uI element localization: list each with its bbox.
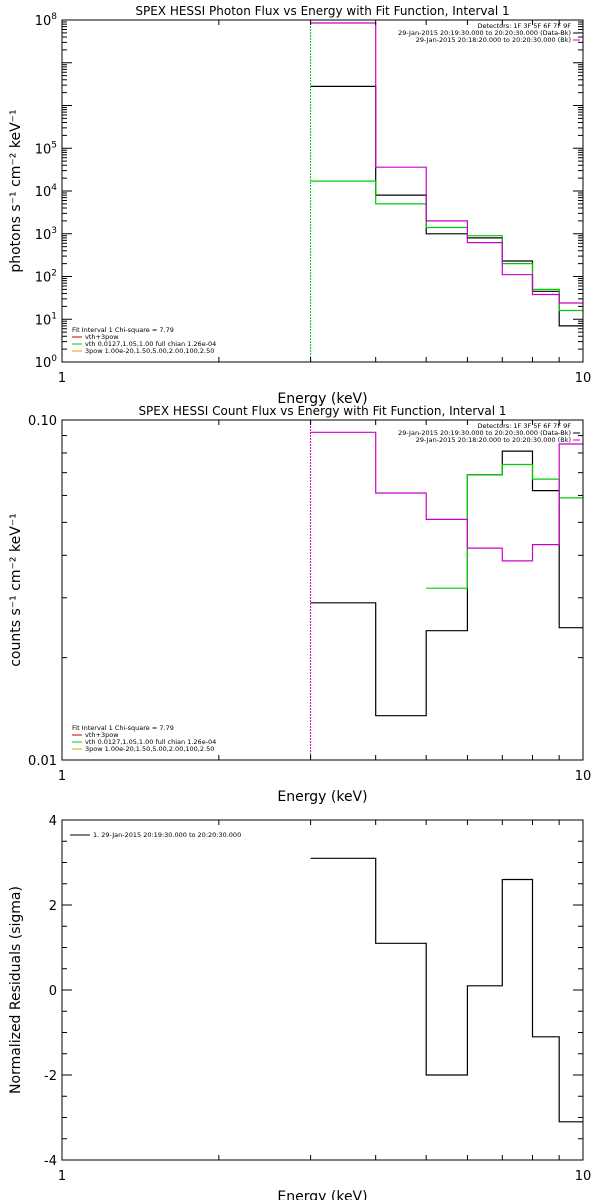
x-tick-label: 10 <box>575 769 592 784</box>
y-tick-label: 0 <box>49 984 57 999</box>
y-tick-base: 10 <box>35 142 52 157</box>
legend-fit-text: Fit Interval 1 Chi-square = 7.79 <box>72 326 174 334</box>
x-axis-label: Energy (keV) <box>277 789 367 805</box>
y-tick-base: 10 <box>35 356 52 371</box>
y-tick-label: -4 <box>44 1154 57 1169</box>
y-tick-label: 2 <box>49 899 57 914</box>
header-line: Detectors: 1F 3F 5F 6F 7F 9F <box>477 422 571 430</box>
y-tick-label: 103 <box>35 226 57 243</box>
x-tick-label: 1 <box>58 371 66 386</box>
x-axis-label: Energy (keV) <box>277 1189 367 1200</box>
y-tick-label: 105 <box>35 140 57 157</box>
series-1-step-line <box>310 450 583 717</box>
y-tick-base: 10 <box>35 185 52 200</box>
legend-item-text: 1. 29-Jan-2015 20:19:30.000 to 20:20:30.… <box>93 831 241 839</box>
y-tick-label: 104 <box>35 183 58 200</box>
y-tick-base: 10 <box>35 271 52 286</box>
x-tick-label: 1 <box>58 769 66 784</box>
plot-frame <box>61 19 584 363</box>
y-tick-base: 10 <box>35 228 52 243</box>
y-tick-label: 100 <box>35 354 58 371</box>
x-axis-label: Energy (keV) <box>277 391 367 407</box>
y-axis-label: counts s⁻¹ cm⁻² keV⁻¹ <box>8 513 24 667</box>
y-tick-base: 10 <box>35 14 52 29</box>
y-tick-exponent: 8 <box>51 12 57 22</box>
y-tick-base: 10 <box>35 313 52 328</box>
y-tick-label: 0.01 <box>28 754 57 769</box>
plot-frame <box>61 819 584 1161</box>
y-tick-exponent: 0 <box>51 354 57 364</box>
y-tick-exponent: 4 <box>51 183 57 193</box>
y-tick-exponent: 2 <box>51 269 57 279</box>
series-3-step-line <box>310 431 583 562</box>
header-line: 29-Jan-2015 20:19:30.000 to 20:20:30.000… <box>398 29 571 37</box>
y-tick-label: 102 <box>35 269 57 286</box>
header-line: 29-Jan-2015 20:18:20.000 to 20:20:30.000… <box>416 36 571 44</box>
y-tick-exponent: 5 <box>51 140 57 150</box>
header-line: 29-Jan-2015 20:19:30.000 to 20:20:30.000… <box>398 429 571 437</box>
chart-panel-1: SPEX HESSI Photon Flux vs Energy with Fi… <box>8 4 591 407</box>
series-2-step-line <box>310 180 583 312</box>
chart-title: SPEX HESSI Photon Flux vs Energy with Fi… <box>135 4 509 18</box>
legend-fit-text: Fit Interval 1 Chi-square = 7.79 <box>72 724 174 732</box>
header-line: Detectors: 1F 3F 5F 6F 7F 9F <box>477 22 571 30</box>
y-axis-label: photons s⁻¹ cm⁻² keV⁻¹ <box>8 109 24 272</box>
legend-item-text: 3pow 1.00e-20,1.50,5.00,2.00,100,2.50 <box>85 347 214 355</box>
chart-panel-2: SPEX HESSI Count Flux vs Energy with Fit… <box>8 404 591 805</box>
series-1-step-line <box>310 85 583 327</box>
x-tick-label: 10 <box>575 371 592 386</box>
y-tick-exponent: 1 <box>51 311 57 321</box>
x-tick-label: 10 <box>575 1169 592 1184</box>
legend-item-text: vth 0.0127,1.05,1.00 full chian 1.26e-04 <box>85 340 216 348</box>
series-3-step-line <box>310 22 583 304</box>
y-tick-label: 101 <box>35 311 57 328</box>
x-tick-label: 1 <box>58 1169 66 1184</box>
header-line: 29-Jan-2015 20:18:20.000 to 20:20:30.000… <box>416 436 571 444</box>
legend-item-text: vth 0.0127,1.05,1.00 full chian 1.26e-04 <box>85 738 216 746</box>
legend-item-text: vth+3pow <box>85 333 119 341</box>
y-axis-label: Normalized Residuals (sigma) <box>8 886 24 1094</box>
y-tick-label: 4 <box>49 814 57 829</box>
y-tick-label: 108 <box>35 12 58 29</box>
legend-item-text: vth+3pow <box>85 731 119 739</box>
y-tick-label: 0.10 <box>28 414 57 429</box>
plot-frame <box>61 419 584 761</box>
legend-item-text: 3pow 1.00e-20,1.50,5.00,2.00,100,2.50 <box>85 745 214 753</box>
chart-title: SPEX HESSI Count Flux vs Energy with Fit… <box>138 404 506 418</box>
chart-panel-3: 1 10 Energy (keV) -4 -2 0 2 4 Normalized Residua… <box>8 814 591 1200</box>
y-tick-exponent: 3 <box>51 226 57 236</box>
series-1-step-line <box>310 857 583 1123</box>
y-tick-label: -2 <box>44 1069 57 1084</box>
